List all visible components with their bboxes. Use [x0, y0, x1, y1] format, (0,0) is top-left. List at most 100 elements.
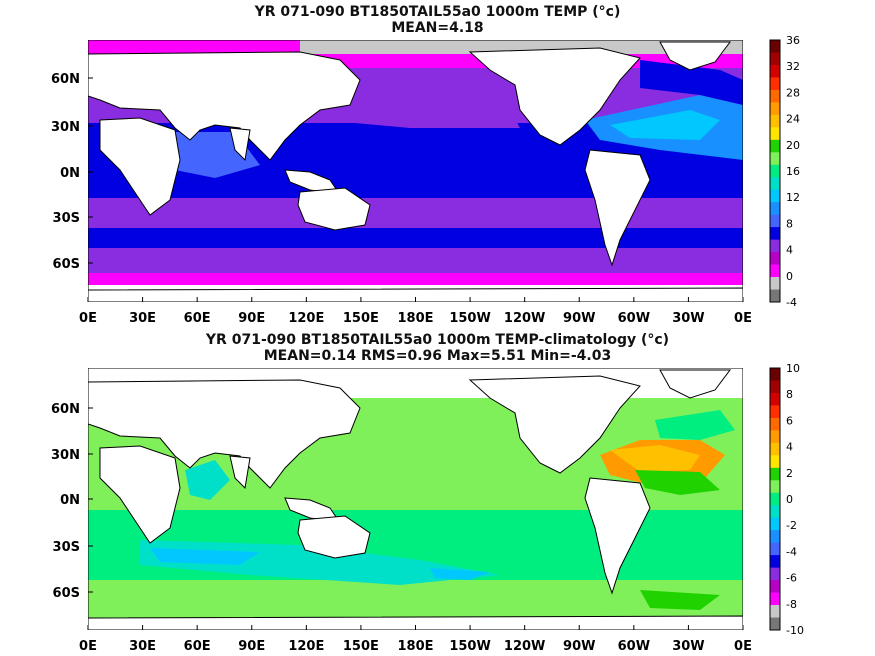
panel1-title-line1: YR 071-090 BT1850TAIL55a0 1000m TEMP (°c…: [254, 4, 621, 20]
colorbar-label: 4: [786, 244, 793, 257]
lat-tick-label: 0N: [60, 166, 80, 181]
lat-tick-label: 30N: [51, 448, 80, 463]
colorbar-label: 16: [786, 165, 800, 178]
lon-tick-label: 180E: [397, 639, 433, 654]
colorbar-frame: [769, 367, 781, 631]
colorbar-frame: [769, 39, 781, 303]
colorbar-segment: [770, 617, 780, 631]
panel1-title: YR 071-090 BT1850TAIL55a0 1000m TEMP (°c…: [0, 4, 875, 36]
colorbar-segment: [770, 40, 780, 53]
lat-tick-label: 60N: [51, 402, 80, 417]
colorbar-segment: [770, 592, 780, 606]
colorbar-segment: [770, 89, 780, 103]
lon-tick-label: 150W: [449, 639, 490, 654]
lat-tick-label: 30S: [53, 211, 80, 226]
lat-tick-label: 0N: [60, 493, 80, 508]
colorbar-label: 36: [786, 34, 800, 47]
panel1-map: [88, 40, 743, 302]
colorbar-label: 20: [786, 139, 800, 152]
colorbar-segment: [770, 605, 780, 619]
colorbar-label: 0: [786, 270, 793, 283]
colorbar-segment: [770, 580, 780, 594]
lat-tick-label: 60S: [53, 586, 80, 601]
lon-tick-label: 30W: [672, 639, 704, 654]
colorbar-segment: [770, 430, 780, 444]
colorbar-segment: [770, 264, 780, 278]
lon-tick-label: 60W: [618, 311, 650, 326]
panel2-title-line1: YR 071-090 BT1850TAIL55a0 1000m TEMP-cli…: [205, 332, 670, 348]
colorbar-segment: [770, 505, 780, 519]
colorbar-label: 24: [786, 113, 800, 126]
colorbar-segment: [770, 189, 780, 203]
colorbar-segment: [770, 114, 780, 128]
colorbar-segment: [770, 542, 780, 556]
lat-tick-label: 60S: [53, 257, 80, 272]
lon-tick-label: 120W: [504, 639, 545, 654]
panel2-title: YR 071-090 BT1850TAIL55a0 1000m TEMP-cli…: [0, 332, 875, 364]
lon-tick-label: 30W: [672, 311, 704, 326]
lon-tick-label: 90W: [563, 311, 595, 326]
lon-tick-label: 0E: [734, 311, 752, 326]
colorbar-segment: [770, 517, 780, 531]
colorbar-segment: [770, 492, 780, 506]
colorbar-segment: [770, 455, 780, 469]
colorbar-label: 8: [786, 217, 793, 230]
colorbar-label: -8: [786, 598, 797, 611]
colorbar-segment: [770, 442, 780, 456]
colorbar-segment: [770, 64, 780, 78]
lon-tick-label: 90E: [238, 639, 265, 654]
lon-tick-label: 60W: [618, 639, 650, 654]
lon-tick-label: 30E: [129, 639, 156, 654]
colorbar-segment: [770, 392, 780, 406]
colorbar-segment: [770, 289, 780, 303]
lon-tick-label: 90E: [238, 311, 265, 326]
lon-tick-label: 150E: [343, 639, 379, 654]
colorbar-segment: [770, 214, 780, 228]
colorbar-label: -10: [786, 624, 804, 637]
lon-tick-label: 90W: [563, 639, 595, 654]
colorbar-segment: [770, 239, 780, 253]
colorbar-segment: [770, 277, 780, 291]
lon-tick-label: 150E: [343, 311, 379, 326]
colorbar-segment: [770, 127, 780, 141]
panel1-title-line2: MEAN=4.18: [391, 20, 484, 36]
panel2-map: [88, 368, 743, 630]
colorbar-label: 32: [786, 60, 800, 73]
colorbar-segment: [770, 227, 780, 241]
lon-tick-label: 0E: [734, 639, 752, 654]
colorbar-segment: [770, 380, 780, 394]
lon-tick-label: 150W: [449, 311, 490, 326]
colorbar-label: -4: [786, 545, 797, 558]
lon-tick-label: 120E: [288, 639, 324, 654]
colorbar-segment: [770, 555, 780, 569]
colorbar-label: 2: [786, 467, 793, 480]
lon-tick-label: 30E: [129, 311, 156, 326]
colorbar-label: -2: [786, 519, 797, 532]
colorbar-segment: [770, 164, 780, 178]
lon-tick-label: 0E: [79, 639, 97, 654]
lon-tick-label: 120W: [504, 311, 545, 326]
colorbar-segment: [770, 530, 780, 544]
colorbar-label: 12: [786, 191, 800, 204]
colorbar-segment: [770, 480, 780, 494]
colorbar-label: -6: [786, 572, 797, 585]
colorbar-segment: [770, 152, 780, 166]
lon-tick-label: 60E: [184, 311, 211, 326]
colorbar-segment: [770, 77, 780, 91]
colorbar-label: 10: [786, 362, 800, 375]
colorbar-segment: [770, 102, 780, 116]
colorbar-segment: [770, 52, 780, 66]
colorbar-label: 6: [786, 414, 793, 427]
lon-tick-label: 0E: [79, 311, 97, 326]
lat-tick-label: 30N: [51, 120, 80, 135]
colorbar-segment: [770, 417, 780, 431]
lon-tick-label: 120E: [288, 311, 324, 326]
colorbar-segment: [770, 139, 780, 153]
colorbar-segment: [770, 368, 780, 381]
colorbar-segment: [770, 567, 780, 581]
colorbar-segment: [770, 405, 780, 419]
lat-tick-label: 60N: [51, 72, 80, 87]
panel2-title-line2: MEAN=0.14 RMS=0.96 Max=5.51 Min=-4.03: [263, 348, 612, 364]
colorbar-label: 28: [786, 86, 800, 99]
